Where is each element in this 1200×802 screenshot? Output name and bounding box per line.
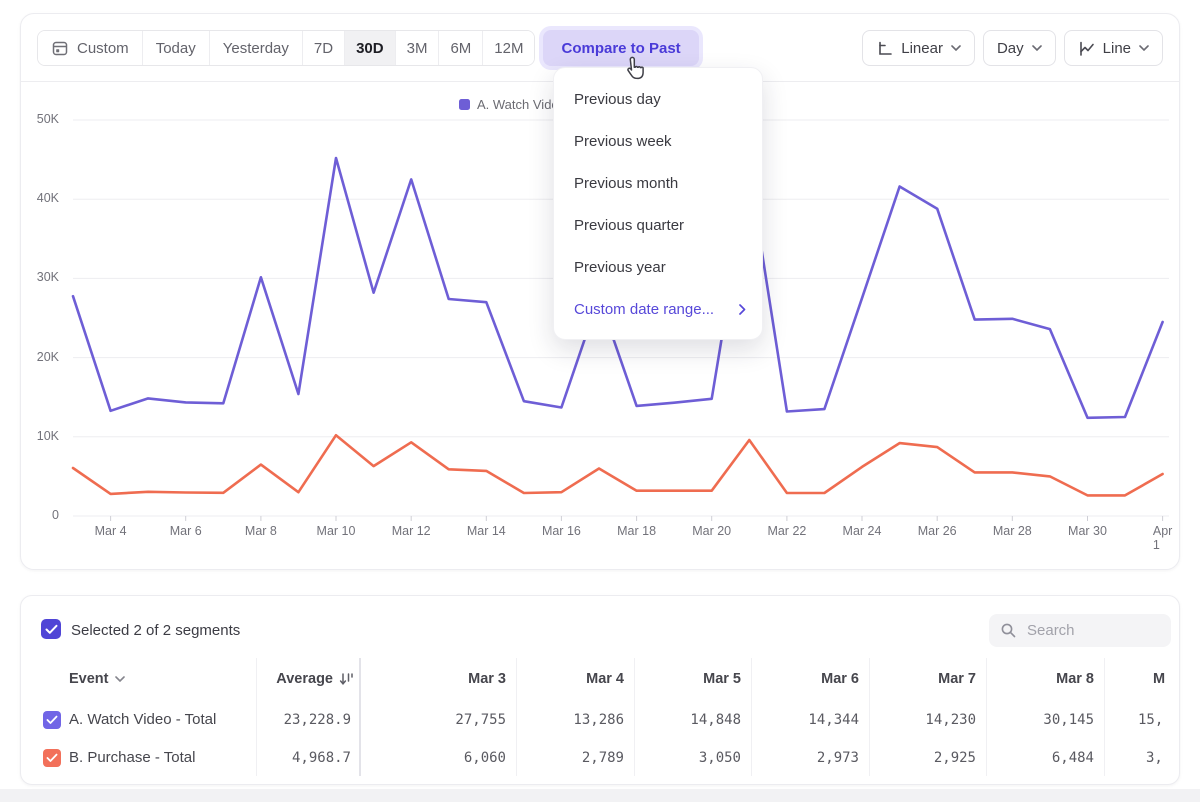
value-cell: 14,344	[808, 712, 859, 728]
x-axis-tick-label: Mar 6	[170, 524, 202, 538]
column-header-mar-4: Mar 4	[586, 671, 624, 687]
x-axis-tick-label: Apr 1	[1153, 524, 1172, 552]
column-divider	[359, 658, 361, 776]
value-cell: 14,848	[690, 712, 741, 728]
column-divider	[256, 658, 257, 776]
segments-table-card: Selected 2 of 2 segments Event Average Mar…	[20, 595, 1180, 785]
menu-item-previous-quarter[interactable]: Previous quarter	[554, 204, 762, 246]
y-axis-tick-label: 40K	[21, 191, 59, 205]
column-header-mar-3: Mar 3	[468, 671, 506, 687]
value-cell-clipped: 3,	[1146, 750, 1163, 766]
x-axis-tick-label: Mar 20	[692, 524, 731, 538]
menu-item-previous-day[interactable]: Previous day	[554, 78, 762, 120]
value-cell: 6,484	[1052, 750, 1094, 766]
average-value-cell: 4,968.7	[292, 750, 351, 766]
value-cell: 2,973	[817, 750, 859, 766]
column-header-average[interactable]: Average	[276, 671, 354, 687]
check-icon	[46, 715, 58, 725]
value-cell: 27,755	[455, 712, 506, 728]
x-axis-tick-label: Mar 14	[467, 524, 506, 538]
value-cell: 6,060	[464, 750, 506, 766]
x-axis-tick-label: Mar 22	[767, 524, 806, 538]
x-axis-tick-label: Mar 4	[95, 524, 127, 538]
header-label: Mar 3	[468, 671, 506, 687]
check-icon	[45, 624, 58, 635]
menu-item-previous-year[interactable]: Previous year	[554, 246, 762, 288]
search-box	[989, 614, 1171, 647]
column-divider	[869, 658, 870, 776]
y-axis-tick-label: 20K	[21, 350, 59, 364]
value-cell: 13,286	[573, 712, 624, 728]
x-axis-tick-label: Mar 12	[392, 524, 431, 538]
x-axis-tick-label: Mar 16	[542, 524, 581, 538]
x-axis-tick-label: Mar 8	[245, 524, 277, 538]
sort-descending-icon	[339, 672, 354, 686]
column-header-mar-7: Mar 7	[938, 671, 976, 687]
x-axis-tick-label: Mar 10	[317, 524, 356, 538]
menu-item-previous-week[interactable]: Previous week	[554, 120, 762, 162]
column-divider	[986, 658, 987, 776]
column-divider	[516, 658, 517, 776]
row-checkbox[interactable]	[43, 749, 61, 767]
selected-segments-label: Selected 2 of 2 segments	[71, 622, 240, 639]
header-label: Average	[276, 671, 333, 687]
check-icon	[46, 753, 58, 763]
menu-item-label: Custom date range...	[574, 301, 714, 318]
header-label: Mar 6	[821, 671, 859, 687]
legend-swatch	[459, 99, 470, 110]
column-header-mar-5: Mar 5	[703, 671, 741, 687]
column-divider	[634, 658, 635, 776]
select-all-checkbox[interactable]	[41, 619, 61, 639]
chart-card: CustomTodayYesterday7D30D3M6M12M Compare…	[20, 13, 1180, 570]
average-value-cell: 23,228.9	[284, 712, 351, 728]
y-axis-tick-label: 50K	[21, 112, 59, 126]
value-cell: 30,145	[1043, 712, 1094, 728]
value-cell-clipped: 15,	[1138, 712, 1163, 728]
column-divider	[751, 658, 752, 776]
column-header-clipped: M	[1153, 671, 1165, 687]
y-axis-tick-label: 0	[21, 508, 59, 522]
x-axis-tick-label: Mar 28	[993, 524, 1032, 538]
header-label: Mar 8	[1056, 671, 1094, 687]
value-cell: 3,050	[699, 750, 741, 766]
y-axis-tick-label: 10K	[21, 429, 59, 443]
column-header-event[interactable]: Event	[69, 671, 125, 687]
value-cell: 14,230	[925, 712, 976, 728]
header-label: Event	[69, 671, 109, 687]
column-header-mar-8: Mar 8	[1056, 671, 1094, 687]
y-axis-tick-label: 30K	[21, 270, 59, 284]
column-header-mar-6: Mar 6	[821, 671, 859, 687]
compare-menu: Previous dayPrevious weekPrevious monthP…	[553, 67, 763, 340]
search-icon	[1000, 622, 1017, 639]
x-axis-tick-label: Mar 26	[918, 524, 957, 538]
x-axis-tick-label: Mar 24	[843, 524, 882, 538]
menu-item-custom-date-range[interactable]: Custom date range...	[554, 288, 762, 330]
header-label: Mar 5	[703, 671, 741, 687]
search-input[interactable]	[1025, 621, 1160, 640]
column-divider	[1104, 658, 1105, 776]
value-cell: 2,925	[934, 750, 976, 766]
chevron-down-icon	[115, 676, 125, 682]
chevron-right-icon	[739, 304, 746, 315]
page-bottom-strip	[0, 789, 1200, 802]
header-label: Mar 7	[938, 671, 976, 687]
x-axis-tick-label: Mar 18	[617, 524, 656, 538]
row-checkbox[interactable]	[43, 711, 61, 729]
menu-item-previous-month[interactable]: Previous month	[554, 162, 762, 204]
x-axis-tick-label: Mar 30	[1068, 524, 1107, 538]
header-label: Mar 4	[586, 671, 624, 687]
segment-row-label[interactable]: B. Purchase - Total	[69, 749, 195, 766]
value-cell: 2,789	[582, 750, 624, 766]
segment-row-label[interactable]: A. Watch Video - Total	[69, 711, 216, 728]
